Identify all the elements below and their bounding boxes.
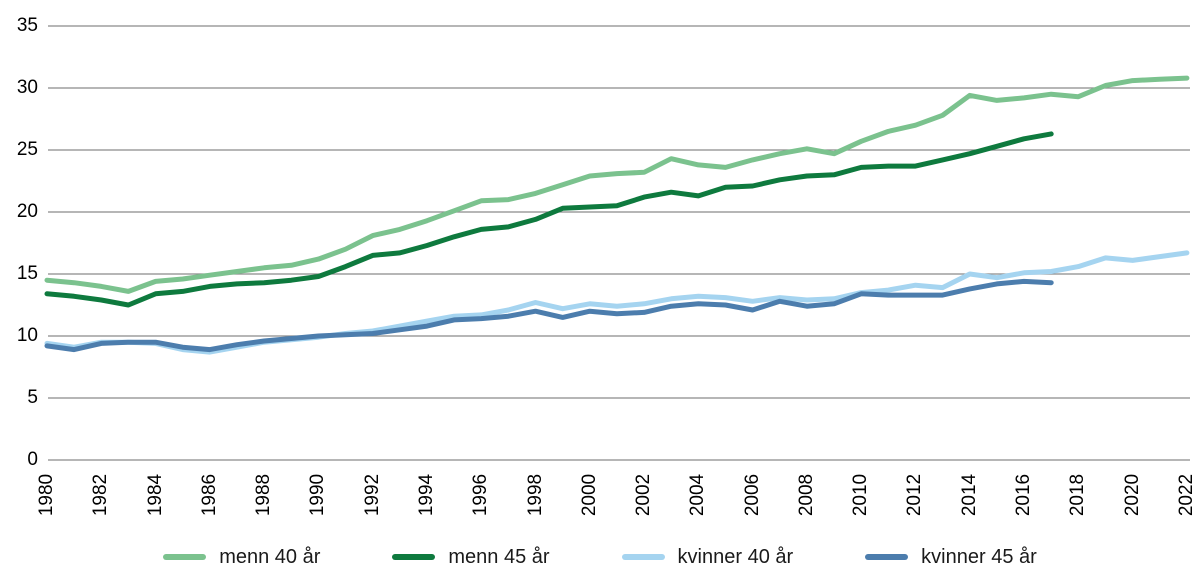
series-line-kvinner-45-år: [44, 278, 1054, 353]
x-axis-label: 1982: [90, 473, 112, 517]
legend-label: menn 40 år: [219, 546, 321, 568]
legend-swatch-icon: [392, 554, 436, 560]
series-line-kvinner-40-år: [44, 250, 1190, 355]
x-axis-label: 2016: [1013, 473, 1035, 517]
legend-item-kvinner-45-år: kvinner 45 år: [865, 544, 1037, 570]
x-axis-label: 2018: [1067, 473, 1089, 517]
x-axis-label: 2002: [633, 473, 655, 517]
legend-item-kvinner-40-år: kvinner 40 år: [621, 544, 794, 570]
x-axis-label: 2008: [795, 473, 817, 517]
x-axis-label: 1984: [144, 473, 166, 517]
y-axis-label: 20: [16, 201, 38, 222]
x-axis-label: 1996: [470, 473, 492, 517]
legend-item-menn-45-år: menn 45 år: [392, 544, 550, 570]
y-axis-label: 25: [16, 139, 38, 160]
x-axis-label: 1990: [307, 473, 329, 517]
y-axis-label: 30: [16, 77, 38, 98]
series-line-menn-45-år: [44, 131, 1054, 308]
y-axis-label: 10: [16, 325, 38, 346]
x-axis-label: 2022: [1175, 473, 1197, 517]
y-axis-label: 35: [16, 15, 38, 36]
x-axis-label: 2020: [1121, 473, 1143, 517]
legend-label: kvinner 40 år: [677, 546, 794, 568]
x-axis-label: 1992: [361, 473, 383, 517]
x-axis-label: 2012: [904, 473, 926, 517]
legend-swatch-icon: [865, 554, 909, 560]
x-axis-label: 1998: [524, 473, 546, 517]
series-line-menn-40-år: [44, 75, 1190, 294]
x-axis-label: 2006: [741, 473, 763, 517]
legend: menn 40 år menn 45 år kvinner 40 år kvinner…: [0, 544, 1200, 570]
y-axis-label: 5: [27, 387, 38, 408]
x-axis-label: 2000: [578, 473, 600, 517]
x-axis-label: 2010: [850, 473, 872, 517]
legend-label: kvinner 45 år: [921, 546, 1037, 568]
legend-swatch-icon: [621, 554, 665, 560]
x-axis-label: 1988: [253, 473, 275, 517]
x-axis-label: 2014: [958, 473, 980, 517]
y-axis-label: 0: [27, 449, 38, 470]
y-axis-label: 15: [16, 263, 38, 284]
x-axis-label: 1980: [36, 473, 57, 517]
x-axis-label: 2004: [687, 473, 709, 517]
legend-item-menn-40-år: menn 40 år: [163, 544, 320, 570]
legend-swatch-icon: [163, 554, 207, 560]
x-axis-label: 1986: [198, 473, 220, 517]
legend-label: menn 45 år: [448, 546, 550, 568]
x-axis-label: 1994: [415, 473, 437, 517]
